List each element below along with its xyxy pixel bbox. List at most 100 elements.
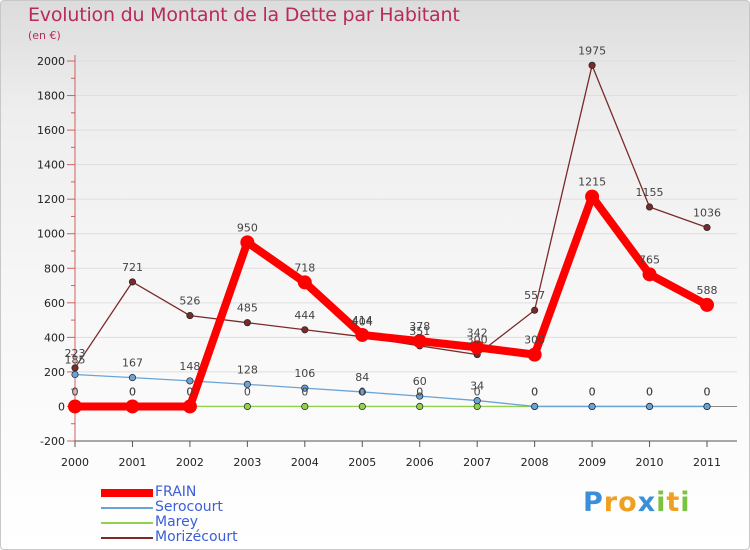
data-label: 1155 <box>636 186 664 199</box>
data-label: 0 <box>186 385 193 398</box>
data-point <box>416 392 424 400</box>
data-label: 351 <box>409 325 430 338</box>
y-tick-label: 2000 <box>37 55 65 68</box>
data-label: 34 <box>470 380 484 393</box>
data-label: 223 <box>65 347 86 360</box>
y-tick-label: 1200 <box>37 193 65 206</box>
data-point <box>128 374 137 382</box>
data-point <box>355 327 370 342</box>
data-label: 404 <box>352 316 373 329</box>
data-label: 1975 <box>578 44 606 57</box>
data-label: 588 <box>697 284 718 297</box>
legend-swatch <box>101 507 153 509</box>
y-tick-label: 1600 <box>37 124 65 137</box>
data-label: 0 <box>72 385 79 398</box>
data-point <box>412 334 427 349</box>
data-label: 0 <box>416 385 423 398</box>
data-point <box>68 399 82 414</box>
brand-letter: r <box>603 487 619 518</box>
data-point <box>585 189 600 204</box>
x-tick-label: 2008 <box>521 456 549 469</box>
data-label: 300 <box>524 334 545 347</box>
data-point <box>703 402 711 411</box>
data-point <box>240 235 255 250</box>
data-point <box>531 402 539 411</box>
data-label: 0 <box>244 385 251 398</box>
data-point <box>416 402 424 411</box>
data-label: 718 <box>294 261 315 274</box>
y-tick-label: 800 <box>44 262 65 275</box>
data-point <box>243 402 251 411</box>
legend-label: Serocourt <box>155 499 223 515</box>
data-point <box>645 402 654 411</box>
x-tick-label: 2010 <box>636 456 664 469</box>
data-label: 0 <box>186 385 193 398</box>
data-label: 0 <box>301 385 308 398</box>
data-label: 557 <box>524 289 545 302</box>
data-point <box>645 203 654 211</box>
data-label: 1036 <box>693 207 721 220</box>
data-point <box>588 402 596 411</box>
grid <box>75 60 737 442</box>
legend-label: Marey <box>155 514 199 530</box>
legend-swatch <box>101 489 153 497</box>
data-label: 0 <box>589 385 596 398</box>
data-point <box>588 61 596 69</box>
brand-letter: P <box>583 487 604 518</box>
data-label: 84 <box>355 371 369 384</box>
data-point <box>531 306 539 314</box>
data-point <box>301 384 309 392</box>
data-label: 444 <box>294 309 315 322</box>
y-tick-label: -200 <box>40 435 65 448</box>
y-tick-label: 400 <box>44 331 65 344</box>
data-label: 0 <box>646 385 653 398</box>
series-line-morizécourt <box>74 64 708 369</box>
legend-swatch <box>101 522 153 524</box>
data-point <box>125 399 140 414</box>
chart-title: Evolution du Montant de la Dette par Hab… <box>28 4 460 26</box>
x-tick-label: 2006 <box>406 456 434 469</box>
data-label: 106 <box>294 367 315 380</box>
data-label: 0 <box>72 385 79 398</box>
data-point <box>186 377 194 385</box>
legend-label: FRAIN <box>155 484 197 500</box>
series-line-frain <box>71 192 711 411</box>
data-label: 60 <box>413 375 427 388</box>
x-tick-label: 2009 <box>578 456 606 469</box>
data-label: 0 <box>129 385 136 398</box>
data-label: 0 <box>359 385 366 398</box>
data-point <box>470 340 485 355</box>
brand-logo: Proxiti <box>583 487 691 518</box>
data-label: 0 <box>704 385 711 398</box>
data-label: 128 <box>237 363 258 376</box>
data-point <box>473 402 481 411</box>
data-point <box>642 267 657 282</box>
data-label: 526 <box>179 295 200 308</box>
data-point <box>527 347 542 362</box>
data-point <box>301 402 309 411</box>
data-point <box>128 278 137 286</box>
data-label: 765 <box>639 253 660 266</box>
data-label: 0 <box>531 385 538 398</box>
series-line-serocourt <box>74 373 708 408</box>
brand-letter: t <box>666 487 681 518</box>
y-tick-label: 600 <box>44 297 65 310</box>
data-label: 0 <box>531 385 538 398</box>
data-label: 0 <box>646 385 653 398</box>
x-tick-label: 2007 <box>463 456 491 469</box>
data-point <box>301 326 309 334</box>
data-point <box>473 397 481 405</box>
data-label: 148 <box>179 360 200 373</box>
data-point <box>182 399 197 414</box>
data-label: 185 <box>65 354 86 367</box>
data-label: 0 <box>704 385 711 398</box>
data-point <box>243 380 251 388</box>
data-label: 414 <box>352 314 373 327</box>
legend-label: Morizécourt <box>155 529 238 545</box>
data-point <box>243 319 251 327</box>
chart-unit-label: (en €) <box>28 29 61 42</box>
x-tick-label: 2003 <box>233 456 261 469</box>
data-point <box>297 275 312 290</box>
